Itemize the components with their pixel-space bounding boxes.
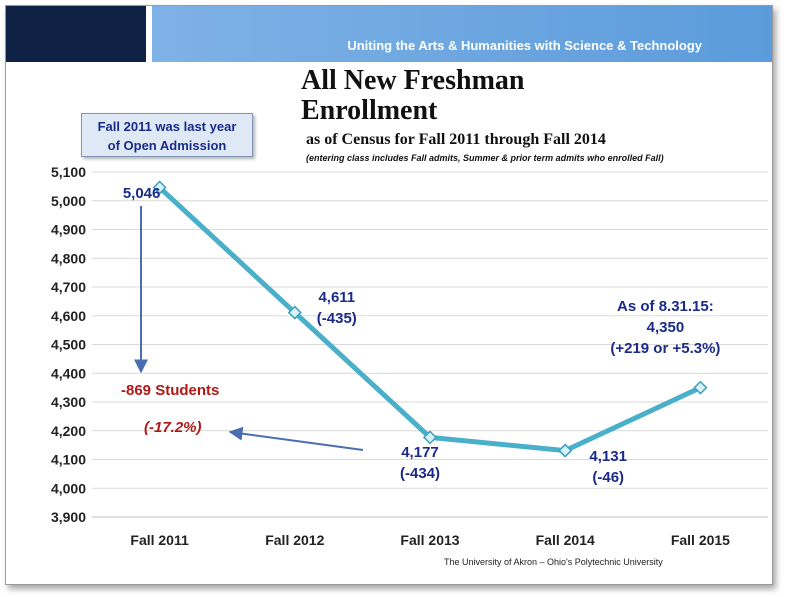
x-tick-label: Fall 2012 (265, 532, 324, 548)
data-label: 4,177 (401, 444, 439, 461)
y-tick-label: 5,100 (51, 164, 86, 180)
data-point (287, 305, 302, 320)
data-label: 4,131 (589, 448, 627, 465)
data-label: (+219 or +5.3%) (610, 340, 720, 357)
y-tick-label: 4,400 (51, 365, 86, 381)
y-tick-label: 4,600 (51, 308, 86, 324)
open-admission-callout: Fall 2011 was last year of Open Admissio… (81, 113, 253, 157)
data-point (558, 443, 573, 458)
footer-text: The University of Akron – Ohio's Polytec… (444, 557, 663, 567)
header-tagline: Uniting the Arts & Humanities with Scien… (347, 38, 702, 53)
data-point (693, 380, 708, 395)
slide: Uniting the Arts & Humanities with Scien… (5, 5, 773, 585)
y-tick-label: 3,900 (51, 509, 86, 525)
x-tick-label: Fall 2015 (671, 532, 730, 548)
x-tick-label: Fall 2014 (536, 532, 595, 548)
chart-note: (entering class includes Fall admits, Su… (306, 153, 664, 163)
y-tick-label: 4,500 (51, 337, 86, 353)
y-tick-label: 4,000 (51, 480, 86, 496)
chart-title-line1: All New Freshman (301, 65, 525, 96)
pct-arrow (228, 426, 364, 451)
header-navy-block (6, 6, 146, 62)
drop-pct-annotation: (-17.2%) (144, 419, 202, 436)
y-tick-label: 4,800 (51, 250, 86, 266)
series-line (157, 185, 702, 454)
data-label: (-46) (592, 469, 624, 486)
y-tick-label: 5,000 (51, 193, 86, 209)
chart-subtitle: as of Census for Fall 2011 through Fall … (306, 131, 606, 148)
chart-title: All New Freshman Enrollment (301, 66, 524, 126)
x-tick-label: Fall 2011 (130, 532, 189, 548)
data-label: 4,611 (318, 289, 355, 306)
y-tick-label: 4,300 (51, 394, 86, 410)
callout-line2: of Open Admission (107, 138, 227, 153)
data-point (152, 180, 167, 195)
y-tick-label: 4,200 (51, 423, 86, 439)
x-tick-label: Fall 2013 (400, 532, 459, 548)
line-chart: 3,900 4,000 4,100 4,200 4,300 4,400 4,500 4,600… (51, 164, 768, 548)
callout-line1: Fall 2011 was last year (97, 119, 237, 134)
y-tick-label: 4,900 (51, 222, 86, 238)
y-tick-label: 4,100 (51, 452, 86, 468)
data-label: As of 8.31.15: (617, 298, 714, 315)
data-label: 5,046 (123, 185, 161, 202)
y-tick-label: 4,700 (51, 279, 86, 295)
drop-annotation: -869 Students (121, 382, 219, 399)
data-label: (-434) (400, 465, 440, 482)
data-point (422, 430, 438, 445)
header-band: Uniting the Arts & Humanities with Scien… (152, 6, 772, 62)
data-label: 4,350 (647, 319, 685, 336)
data-label: (-435) (317, 310, 357, 327)
chart-title-line2: Enrollment (301, 95, 438, 126)
